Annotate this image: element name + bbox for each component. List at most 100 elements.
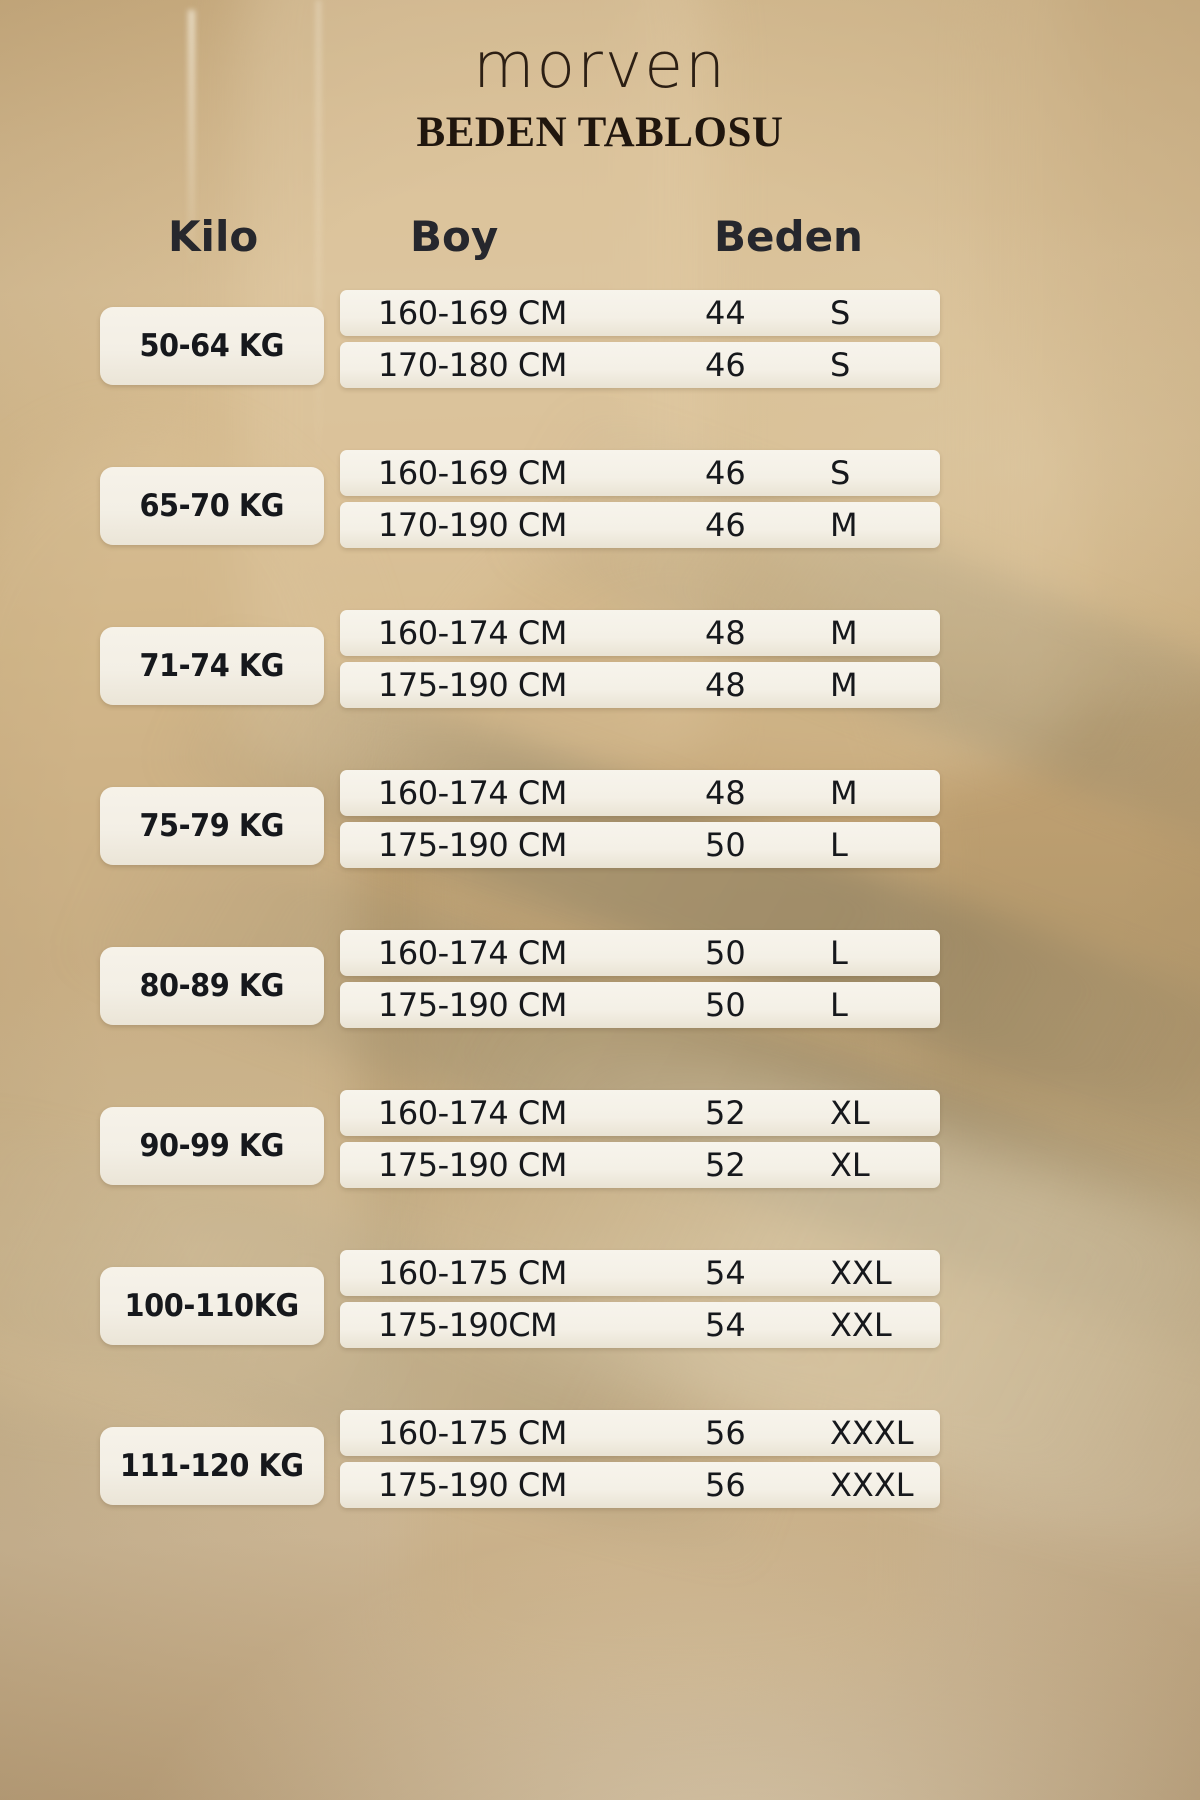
height-value: 160-175 CM [378,1414,567,1452]
size-group: 100-110KG 160-175 CM 54 XXL 175-190CM 54 XXL [0,1250,1200,1410]
size-rows: 160-169 CM 44 S 170-180 CM 46 S [340,290,940,394]
size-letter-value: L [830,826,848,864]
table-row: 160-175 CM 56 XXXL [340,1410,940,1456]
weight-range-chip: 71-74 KG [100,627,324,705]
weight-range-chip: 80-89 KG [100,947,324,1025]
size-rows: 160-175 CM 56 XXXL 175-190 CM 56 XXXL [340,1410,940,1514]
size-number-value: 56 [705,1466,746,1504]
table-row: 175-190CM 54 XXL [340,1302,940,1348]
size-table: 50-64 KG 160-169 CM 44 S 170-180 CM 46 S 65-70 … [0,290,1200,1570]
weight-range-chip: 65-70 KG [100,467,324,545]
height-value: 160-174 CM [378,934,567,972]
height-value: 160-169 CM [378,294,567,332]
weight-range-chip: 75-79 KG [100,787,324,865]
weight-range-label: 65-70 KG [139,488,285,524]
table-row: 175-190 CM 50 L [340,982,940,1028]
height-value: 160-174 CM [378,774,567,812]
table-row: 175-190 CM 52 XL [340,1142,940,1188]
table-row: 160-174 CM 52 XL [340,1090,940,1136]
size-letter-value: S [830,294,851,332]
height-value: 175-190 CM [378,666,567,704]
height-value: 170-190 CM [378,506,567,544]
height-value: 175-190 CM [378,826,567,864]
size-rows: 160-174 CM 48 M 175-190 CM 48 M [340,610,940,714]
size-number-value: 54 [705,1306,746,1344]
size-letter-value: XXL [830,1306,892,1344]
height-value: 175-190 CM [378,1146,567,1184]
size-number-value: 50 [705,934,746,972]
column-header-weight: Kilo [168,212,259,261]
height-value: 175-190CM [378,1306,558,1344]
column-header-size: Beden [714,212,863,261]
size-letter-value: M [830,614,858,652]
size-number-value: 44 [705,294,746,332]
size-number-value: 54 [705,1254,746,1292]
table-row: 160-174 CM 48 M [340,610,940,656]
weight-range-label: 75-79 KG [139,808,285,844]
size-rows: 160-175 CM 54 XXL 175-190CM 54 XXL [340,1250,940,1354]
weight-range-label: 100-110KG [124,1288,300,1324]
size-number-value: 50 [705,826,746,864]
size-letter-value: M [830,666,858,704]
table-row: 160-174 CM 50 L [340,930,940,976]
table-row: 175-190 CM 50 L [340,822,940,868]
size-letter-value: S [830,454,851,492]
size-number-value: 48 [705,614,746,652]
height-value: 160-175 CM [378,1254,567,1292]
weight-range-chip: 90-99 KG [100,1107,324,1185]
size-number-value: 56 [705,1414,746,1452]
table-row: 160-169 CM 44 S [340,290,940,336]
weight-range-label: 80-89 KG [139,968,285,1004]
size-group: 75-79 KG 160-174 CM 48 M 175-190 CM 50 L [0,770,1200,930]
size-letter-value: XL [830,1094,870,1132]
size-group: 50-64 KG 160-169 CM 44 S 170-180 CM 46 S [0,290,1200,450]
size-letter-value: M [830,774,858,812]
weight-range-label: 90-99 KG [139,1128,285,1164]
page-title: BEDEN TABLOSU [416,109,784,156]
height-value: 160-174 CM [378,614,567,652]
size-rows: 160-174 CM 52 XL 175-190 CM 52 XL [340,1090,940,1194]
size-number-value: 46 [705,454,746,492]
weight-range-chip: 111-120 KG [100,1427,324,1505]
size-group: 111-120 KG 160-175 CM 56 XXXL 175-190 CM 56 XX… [0,1410,1200,1570]
table-row: 175-190 CM 56 XXXL [340,1462,940,1508]
table-row: 170-180 CM 46 S [340,342,940,388]
size-number-value: 48 [705,666,746,704]
size-group: 90-99 KG 160-174 CM 52 XL 175-190 CM 52 XL [0,1090,1200,1250]
height-value: 160-169 CM [378,454,567,492]
weight-range-label: 71-74 KG [139,648,285,684]
column-headers: Kilo Boy Beden [0,216,1200,272]
size-letter-value: XXXL [830,1414,914,1452]
table-row: 160-174 CM 48 M [340,770,940,816]
weight-range-label: 50-64 KG [139,328,285,364]
table-row: 160-169 CM 46 S [340,450,940,496]
weight-range-chip: 100-110KG [100,1267,324,1345]
size-group: 71-74 KG 160-174 CM 48 M 175-190 CM 48 M [0,610,1200,770]
size-number-value: 48 [705,774,746,812]
size-rows: 160-169 CM 46 S 170-190 CM 46 M [340,450,940,554]
height-value: 175-190 CM [378,986,567,1024]
size-rows: 160-174 CM 50 L 175-190 CM 50 L [340,930,940,1034]
height-value: 170-180 CM [378,346,567,384]
height-value: 160-174 CM [378,1094,567,1132]
size-number-value: 46 [705,506,746,544]
weight-range-chip: 50-64 KG [100,307,324,385]
size-number-value: 52 [705,1094,746,1132]
brand-logo: morven [473,29,727,102]
column-header-height: Boy [410,212,499,261]
table-row: 170-190 CM 46 M [340,502,940,548]
size-number-value: 52 [705,1146,746,1184]
size-letter-value: L [830,986,848,1024]
weight-range-label: 111-120 KG [120,1448,304,1484]
size-rows: 160-174 CM 48 M 175-190 CM 50 L [340,770,940,874]
table-row: 160-175 CM 54 XXL [340,1250,940,1296]
size-letter-value: M [830,506,858,544]
size-number-value: 50 [705,986,746,1024]
size-letter-value: XXL [830,1254,892,1292]
size-group: 80-89 KG 160-174 CM 50 L 175-190 CM 50 L [0,930,1200,1090]
size-group: 65-70 KG 160-169 CM 46 S 170-190 CM 46 M [0,450,1200,610]
size-letter-value: XL [830,1146,870,1184]
table-row: 175-190 CM 48 M [340,662,940,708]
size-letter-value: XXXL [830,1466,914,1504]
